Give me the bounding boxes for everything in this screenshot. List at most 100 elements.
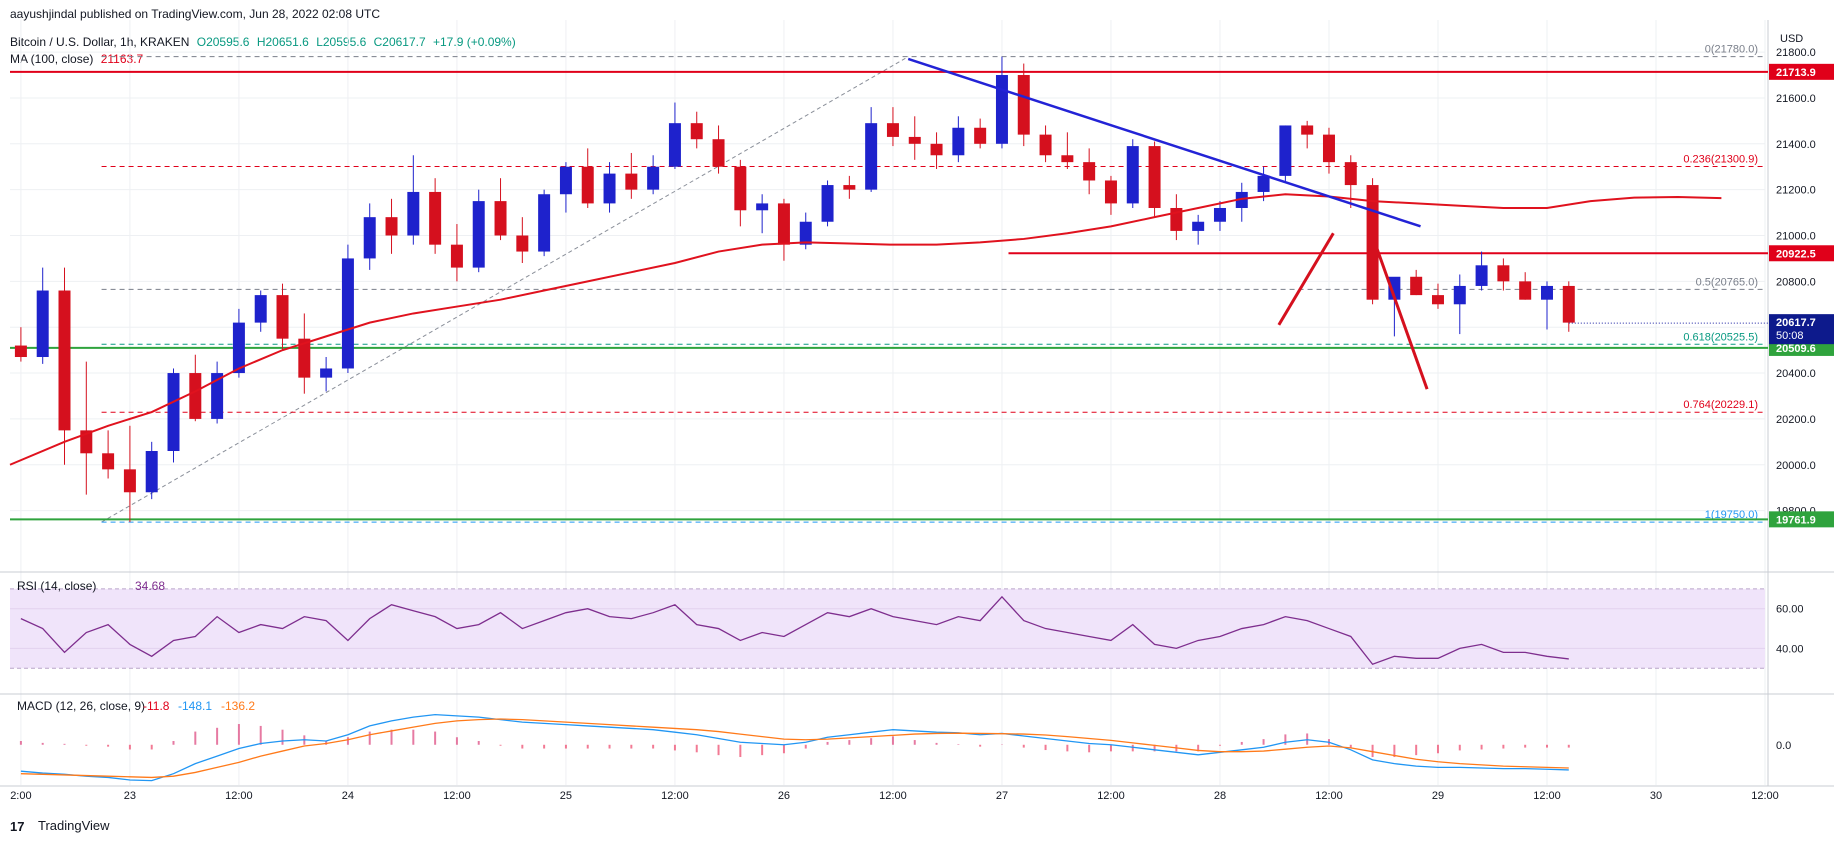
candle-body — [145, 451, 158, 493]
candle-body — [1388, 276, 1401, 300]
x-tick-label: 25 — [560, 790, 572, 802]
candle-body — [647, 166, 660, 190]
rsi-band — [10, 588, 1765, 669]
candle-body — [1519, 281, 1532, 300]
price-label-text: 21713.9 — [1776, 67, 1816, 79]
resistance-trendline — [907, 57, 1421, 228]
price-change: +17.9 (+0.09%) — [433, 35, 516, 49]
candle-body — [80, 430, 93, 454]
y-tick-label: 20800.0 — [1776, 276, 1816, 288]
candle-body — [1344, 162, 1357, 186]
x-tick-label: 12:00 — [1097, 790, 1125, 802]
candle-body — [908, 136, 921, 144]
x-tick-label: 12:00 — [225, 790, 253, 802]
y-tick-label: 21000.0 — [1776, 231, 1816, 243]
candle-body — [1431, 295, 1444, 305]
price-label-text: 20922.5 — [1776, 248, 1816, 260]
candle-body — [690, 123, 703, 140]
candle-body — [581, 166, 594, 204]
y-tick-label: 21800.0 — [1776, 47, 1816, 59]
projection-arrow — [1277, 232, 1335, 326]
chart-canvas[interactable]: 2:00 23 12:00 24 12:00 25 12:00 26 12:00 27 12:00 2… — [0, 0, 1834, 820]
candle-body — [1192, 221, 1205, 231]
ma-label[interactable]: MA (100, close) — [10, 52, 94, 66]
x-tick-label: 2:00 — [10, 790, 31, 802]
ohlc-close: C20617.7 — [373, 35, 426, 49]
y-axis-unit: USD — [1780, 33, 1803, 45]
ma-value: 21163.7 — [100, 52, 144, 66]
fib-level-label: 0.618(20525.5) — [1683, 331, 1758, 343]
candle-body — [1083, 162, 1096, 181]
candle-body — [1322, 134, 1335, 163]
candle-body — [668, 123, 681, 167]
candle-body — [952, 127, 965, 156]
published-text: aayushjindal published on TradingView.co… — [10, 7, 381, 21]
candle-body — [1366, 185, 1379, 300]
fib-level-label: 1(19750.0) — [1705, 509, 1758, 521]
candle-body — [974, 127, 987, 144]
macd-label: MACD (12, 26, close, 9) — [17, 699, 145, 713]
fib-level-label: 0(21780.0) — [1705, 44, 1758, 56]
price-label-box — [1769, 511, 1834, 528]
rsi-tick-label: 60.00 — [1776, 604, 1804, 616]
y-tick-label: 20400.0 — [1776, 368, 1816, 380]
footer-brand: 17 TradingView — [10, 818, 110, 833]
candle-body — [494, 201, 507, 236]
candle-body — [167, 373, 180, 452]
candle-body — [756, 203, 769, 211]
x-tick-label: 24 — [342, 790, 354, 802]
price-label-text: 20509.6 — [1776, 343, 1816, 355]
candle-body — [429, 191, 442, 245]
symbol-title[interactable]: Bitcoin / U.S. Dollar, 1h, KRAKEN — [10, 35, 190, 49]
macd-value: -148.1 — [178, 699, 212, 713]
rsi-label: RSI (14, close) — [17, 579, 96, 593]
candle-body — [930, 143, 943, 156]
candle-body — [538, 194, 551, 252]
ma-legend: MA (100, close) 21163.7 — [10, 52, 147, 66]
price-label-box — [1769, 63, 1834, 80]
bar-countdown: 50:08 — [1776, 330, 1804, 342]
published-line: aayushjindal published on TradingView.co… — [10, 7, 384, 21]
candle-body — [102, 453, 115, 470]
candle-body — [450, 244, 463, 268]
candle-body — [1279, 125, 1292, 176]
ohlc-open: O20595.6 — [196, 35, 250, 49]
candle-body — [516, 235, 529, 252]
last-price-text: 20617.7 — [1776, 317, 1816, 329]
candle-body — [123, 469, 136, 493]
candle-body — [320, 368, 333, 378]
candle-body — [734, 166, 747, 211]
candle-body — [363, 217, 376, 259]
y-tick-label: 20200.0 — [1776, 414, 1816, 426]
candle-body — [36, 290, 49, 358]
candle-body — [799, 221, 812, 245]
candle-body — [1475, 265, 1488, 286]
macd-line — [20, 713, 1569, 782]
x-tick-label: 12:00 — [661, 790, 689, 802]
candle-body — [1148, 146, 1161, 208]
candle-body — [559, 166, 572, 195]
rsi-tick-label: 40.00 — [1776, 643, 1804, 655]
x-tick-label: 26 — [778, 790, 790, 802]
candle-body — [407, 191, 420, 236]
x-tick-label: 12:00 — [1315, 790, 1343, 802]
candle-body — [821, 185, 834, 222]
tradingview-logo-icon: 17 — [10, 819, 24, 833]
tradingview-brand: TradingView — [38, 818, 110, 833]
candle-body — [341, 258, 354, 369]
candle-body — [211, 373, 224, 419]
candle-body — [1017, 75, 1030, 135]
candle-body — [298, 338, 311, 378]
y-tick-label: 21200.0 — [1776, 185, 1816, 197]
last-price-box — [1769, 314, 1834, 345]
candle-body — [1257, 175, 1270, 192]
macd-signal-value: -136.2 — [221, 699, 255, 713]
candle-body — [1540, 285, 1553, 300]
candle-body — [276, 295, 289, 339]
x-tick-label: 29 — [1432, 790, 1444, 802]
candle-body — [865, 123, 878, 190]
fib-anchor-line — [101, 56, 909, 523]
candle-body — [1453, 285, 1466, 305]
y-tick-label: 20000.0 — [1776, 460, 1816, 472]
x-tick-label: 28 — [1214, 790, 1226, 802]
